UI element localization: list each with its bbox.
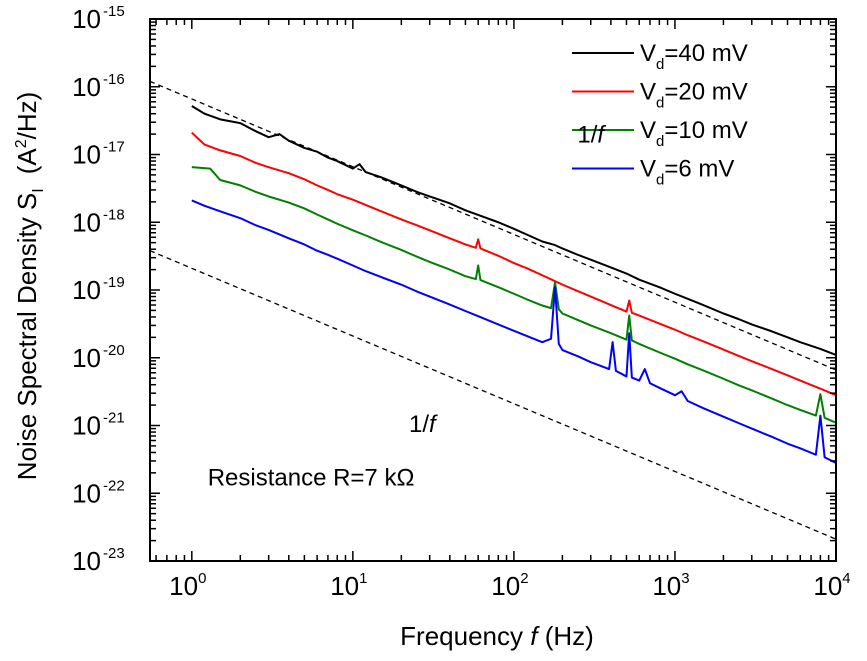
y-tick-exponent: -22: [103, 477, 125, 494]
legend-label-4: Vd=6 mV: [640, 156, 734, 189]
reference-label-1: 1/f: [577, 122, 606, 149]
y-tick-label: 10: [72, 478, 101, 508]
y-tick-label: 10: [72, 343, 101, 373]
y-axis-tick-labels: 10-1510-1610-1710-1810-1910-2010-2110-22…: [72, 3, 125, 576]
y-tick-exponent: -16: [103, 71, 125, 88]
reference-label-2: 1/f: [409, 411, 438, 438]
x-axis-ticks: [155, 19, 837, 561]
x-axis-title: Frequency f (Hz): [400, 621, 594, 651]
y-tick-label: 10: [72, 72, 101, 102]
x-tick-label: 100: [169, 570, 206, 601]
y-axis-title: Noise Spectral Density SI(A2/Hz): [12, 92, 47, 481]
resistance-annotation: Resistance R=7 kΩ: [208, 465, 415, 492]
y-tick-exponent: -23: [103, 545, 125, 562]
series-line-3: [191, 166, 836, 424]
y-tick-label: 10: [72, 207, 101, 237]
y-tick-label: 10: [72, 140, 101, 170]
series-line-1: [191, 105, 836, 356]
y-tick-exponent: -15: [103, 3, 125, 20]
series-line-2: [191, 131, 836, 397]
series-lines: [191, 105, 836, 464]
y-tick-label: 10: [72, 4, 101, 34]
reference-line-1: [150, 80, 836, 371]
series-line-4: [191, 199, 836, 464]
y-tick-exponent: -19: [103, 274, 125, 291]
y-tick-exponent: -17: [103, 139, 125, 156]
x-tick-label: 103: [652, 570, 689, 601]
y-tick-label: 10: [72, 411, 101, 441]
annotations: 1/f 1/f Resistance R=7 kΩ: [208, 122, 607, 492]
reference-line-2: [150, 250, 836, 540]
legend-label-3: Vd=10 mV: [640, 117, 748, 150]
legend-label-1: Vd=40 mV: [640, 40, 748, 73]
y-tick-exponent: -21: [103, 410, 125, 427]
x-tick-label: 101: [330, 570, 367, 601]
y-tick-exponent: -20: [103, 342, 125, 359]
y-axis-ticks: [150, 18, 836, 562]
reference-lines: [150, 80, 836, 540]
x-axis-tick-labels: 100 101 102 103 104: [169, 570, 850, 601]
y-tick-exponent: -18: [103, 206, 125, 223]
y-tick-label: 10: [72, 275, 101, 305]
x-tick-label: 104: [813, 570, 850, 601]
x-tick-label: 102: [491, 570, 528, 601]
legend-label-2: Vd=20 mV: [640, 79, 748, 112]
y-tick-label: 10: [72, 546, 101, 576]
legend: Vd=40 mV Vd=20 mV Vd=10 mV Vd=6 mV: [572, 40, 748, 189]
